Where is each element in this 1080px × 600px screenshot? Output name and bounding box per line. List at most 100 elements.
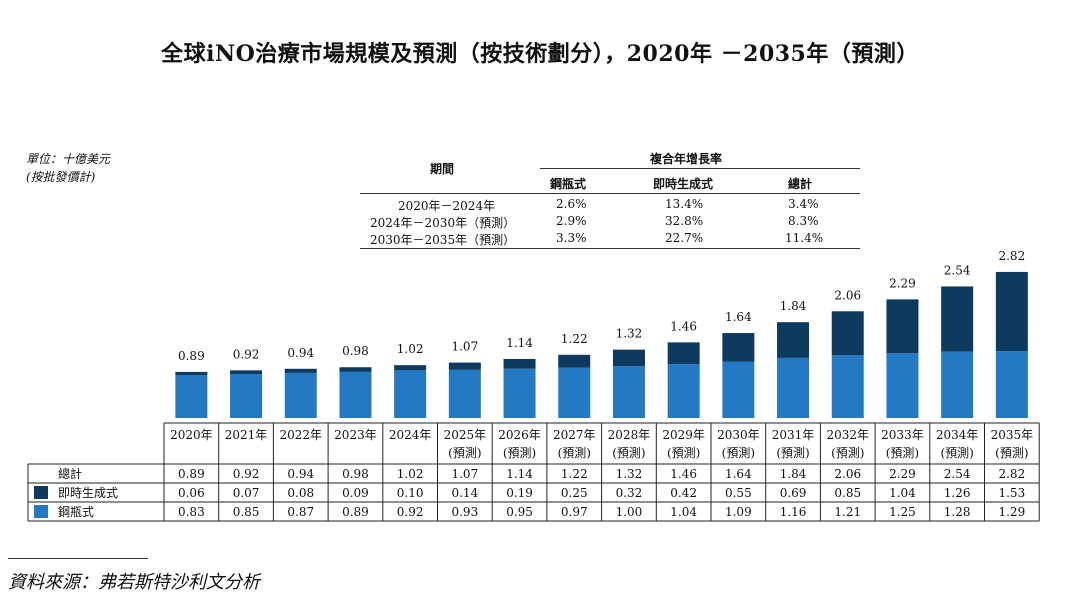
table-cell-value: 2.54 <box>944 467 971 481</box>
bar-segment-onsite <box>503 358 536 369</box>
total-data-label: 2.82 <box>998 249 1025 263</box>
category-sublabel: (預測) <box>558 446 591 460</box>
table-cell-value: 0.92 <box>233 467 260 481</box>
category-label: 2022年 <box>279 428 322 442</box>
bar-segment-cylinder <box>722 361 755 418</box>
table-cell-value: 0.10 <box>397 486 424 500</box>
table-cell-value: 0.93 <box>451 505 478 519</box>
cagr-period: 2030年－2035年（預測） <box>370 233 516 247</box>
table-cell-value: 1.21 <box>834 505 861 519</box>
category-label: 2033年 <box>881 428 924 442</box>
legend-swatch <box>34 505 48 518</box>
bar-segment-cylinder <box>886 353 919 418</box>
table-cell-value: 1.16 <box>780 505 807 519</box>
table-cell-value: 1.29 <box>998 505 1025 519</box>
table-cell-value: 1.04 <box>889 486 916 500</box>
cagr-value: 2.6% <box>556 197 587 211</box>
cagr-value: 2.9% <box>556 214 587 228</box>
table-cell-value: 0.89 <box>178 467 205 481</box>
bar-segment-cylinder <box>503 368 536 418</box>
cagr-divider <box>360 193 860 194</box>
bar-segment-onsite <box>558 354 591 368</box>
table-cell-value: 1.46 <box>670 467 697 481</box>
bar-segment-cylinder <box>558 367 591 418</box>
table-cell-value: 0.07 <box>233 486 260 500</box>
table-cell-value: 0.87 <box>287 505 314 519</box>
total-data-label: 1.84 <box>780 299 807 313</box>
table-cell-value: 1.09 <box>725 505 752 519</box>
bar-segment-onsite <box>886 299 919 354</box>
table-cell-value: 0.94 <box>287 467 314 481</box>
category-label: 2029年 <box>662 428 705 442</box>
table-cell-value: 0.95 <box>506 505 533 519</box>
bar-segment-onsite <box>995 271 1028 352</box>
total-data-label: 2.06 <box>834 288 861 302</box>
table-cell-value: 0.55 <box>725 486 752 500</box>
table-cell-value: 2.29 <box>889 467 916 481</box>
table-cell-value: 0.09 <box>342 486 369 500</box>
bar-segment-onsite <box>667 342 700 365</box>
category-label: 2028年 <box>608 428 651 442</box>
table-cell-value: 1.84 <box>780 467 807 481</box>
table-cell-value: 1.26 <box>944 486 971 500</box>
cagr-row: 2030年－2035年（預測） 3.3% 22.7% 11.4% <box>360 231 860 247</box>
cagr-value: 22.7% <box>665 231 704 245</box>
category-sublabel: (預測) <box>940 446 973 460</box>
cagr-divider <box>360 248 860 249</box>
total-data-label: 1.02 <box>397 342 424 356</box>
cagr-value: 32.8% <box>665 214 704 228</box>
cagr-divider <box>540 168 860 169</box>
cagr-value: 11.4% <box>785 231 824 245</box>
bar-segment-onsite <box>722 333 755 362</box>
table-cell-value: 1.25 <box>889 505 916 519</box>
table-cell-value: 0.14 <box>451 486 478 500</box>
bar-segment-onsite <box>777 322 810 358</box>
table-cell-value: 0.83 <box>178 505 205 519</box>
table-cell-value: 0.97 <box>561 505 588 519</box>
bar-segment-onsite <box>941 286 974 352</box>
table-cell-value: 1.64 <box>725 467 752 481</box>
bar-segment-onsite <box>175 371 208 376</box>
table-cell-value: 0.06 <box>178 486 205 500</box>
legend-swatch <box>34 486 48 499</box>
bar-segment-onsite <box>448 362 481 370</box>
table-cell-value: 0.69 <box>780 486 807 500</box>
total-data-label: 2.54 <box>944 263 971 277</box>
total-data-label: 1.22 <box>561 332 588 346</box>
category-label: 2020年 <box>170 428 213 442</box>
cagr-value: 8.3% <box>788 214 819 228</box>
category-label: 2021年 <box>225 428 268 442</box>
cagr-period: 2024年－2030年（預測） <box>370 216 516 230</box>
total-data-label: 1.46 <box>670 319 697 333</box>
category-sublabel: (預測) <box>612 446 645 460</box>
total-data-label: 0.89 <box>178 349 205 363</box>
table-cell-value: 1.22 <box>561 467 588 481</box>
category-label: 2023年 <box>334 428 377 442</box>
table-cell-value: 0.85 <box>233 505 260 519</box>
bar-segment-onsite <box>831 311 864 356</box>
bar-segment-cylinder <box>394 370 427 418</box>
total-data-label: 1.07 <box>451 340 478 354</box>
cagr-col-header: 鋼瓶式 <box>550 177 587 191</box>
total-data-label: 1.64 <box>725 310 752 324</box>
bar-segment-cylinder <box>284 372 317 418</box>
category-sublabel: (預測) <box>722 446 755 460</box>
category-sublabel: (預測) <box>503 446 536 460</box>
table-row-label: 鋼瓶式 <box>58 505 94 519</box>
unit-note: 單位：十億美元 (按批發價計) <box>26 150 110 186</box>
table-cell-value: 0.32 <box>616 486 643 500</box>
cagr-period-header: 期間 <box>430 162 455 176</box>
bar-segment-onsite <box>339 367 372 372</box>
total-data-label: 0.94 <box>287 346 314 360</box>
table-cell-value: 1.07 <box>451 467 478 481</box>
bar-segment-cylinder <box>612 366 645 418</box>
category-sublabel: (預測) <box>886 446 919 460</box>
category-sublabel: (預測) <box>776 446 809 460</box>
category-label: 2034年 <box>936 428 979 442</box>
category-sublabel: (預測) <box>448 446 481 460</box>
category-label: 2035年 <box>991 428 1034 442</box>
table-cell-value: 0.92 <box>397 505 424 519</box>
chart-title: 全球iNO治療市場規模及預測（按技術劃分），2020年 －2035年（預測） <box>161 41 919 67</box>
table-cell-value: 1.28 <box>944 505 971 519</box>
bar-segment-onsite <box>284 368 317 373</box>
